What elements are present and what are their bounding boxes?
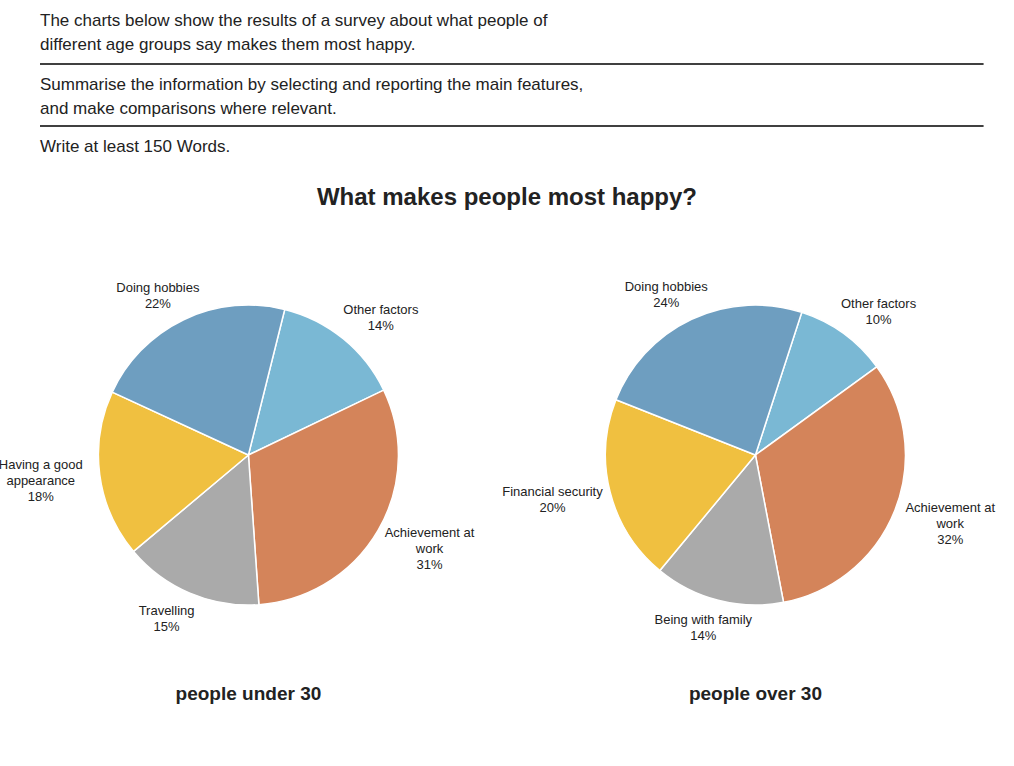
chart-svg: The charts below show the results of a s…: [0, 0, 1014, 766]
pie: [98, 305, 398, 605]
pie-slice: [755, 367, 905, 603]
slice-label: Other factors10%: [841, 296, 917, 327]
header-rule: [40, 63, 984, 65]
chart-title: What makes people most happy?: [317, 183, 697, 210]
header-rule: [40, 125, 984, 127]
header: The charts below show the results of a s…: [40, 11, 984, 156]
slice-label: Financial security20%: [502, 484, 603, 515]
slice-labels: Other factors10% Achievement atwork32% Bei…: [502, 279, 995, 643]
header-text: The charts below show the results of a s…: [40, 11, 548, 54]
slice-label: Achievement atwork32%: [905, 500, 995, 547]
slice-label: Doing hobbies24%: [625, 279, 709, 310]
pie-slice: [248, 390, 398, 604]
slice-label: Achievement atwork31%: [385, 525, 475, 572]
slice-label: Doing hobbies22%: [116, 280, 200, 311]
pie: [605, 305, 905, 605]
pie-subtitle: people over 30: [689, 683, 822, 704]
pie-slice: [616, 305, 802, 455]
pie-subtitle: people under 30: [176, 683, 322, 704]
slice-label: Travelling15%: [139, 603, 195, 634]
chart-container: The charts below show the results of a s…: [0, 0, 1014, 766]
header-text: Write at least 150 Words.: [40, 137, 230, 156]
slice-label: Having a goodappearance18%: [0, 457, 83, 504]
slice-labels: Other factors14% Achievement atwork31% Tra…: [0, 280, 475, 634]
header-text: Summarise the information by selecting a…: [40, 75, 583, 118]
slice-label: Other factors14%: [343, 302, 419, 333]
slice-label: Being with family14%: [655, 612, 753, 643]
pie-slice: [112, 305, 284, 455]
